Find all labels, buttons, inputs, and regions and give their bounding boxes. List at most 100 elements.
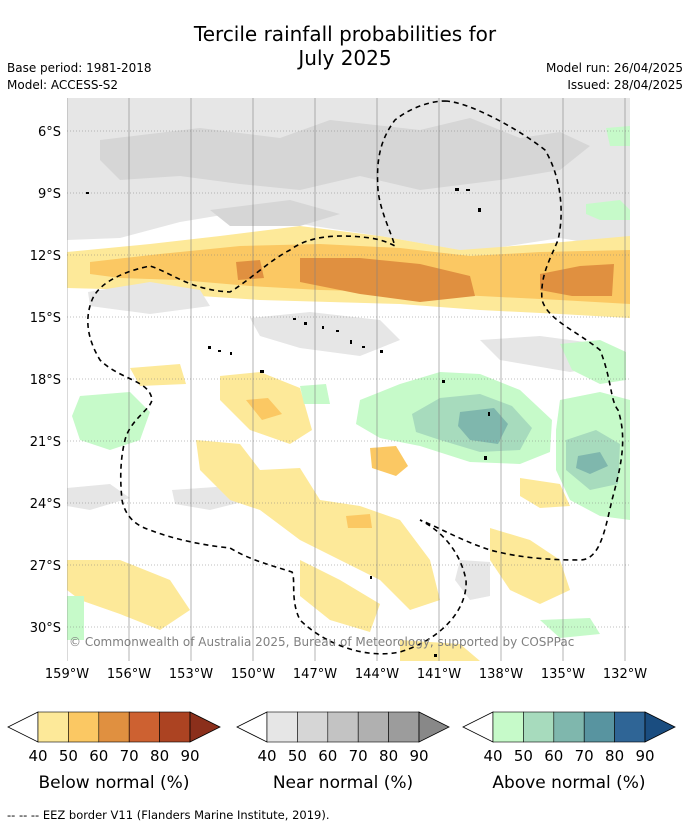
colorbar-tick-label: 90: [180, 747, 199, 765]
colorbar-tick-label: 70: [349, 747, 368, 765]
lat-label: 15°S: [30, 311, 61, 326]
colorbar-tick-label: 70: [120, 747, 139, 765]
below-normal-patch-8: [400, 640, 480, 661]
lon-label: 135°W: [541, 667, 585, 682]
near-normal-patch-mid: [250, 312, 400, 356]
near-normal-patch-south: [67, 484, 130, 510]
colorbar-tick-label: 50: [288, 747, 307, 765]
colorbar-segment: [388, 711, 420, 743]
colorbar-2: 40 50 60 70 80 90 Above normal (%): [462, 711, 676, 793]
colorbar-segment: [159, 711, 191, 743]
lon-label: 138°W: [479, 667, 523, 682]
lon-label: 144°W: [355, 667, 399, 682]
below-normal-patch-7: [300, 560, 380, 632]
colorbar-segment: [128, 711, 160, 743]
colorbar-segment: [357, 711, 389, 743]
lon-label: 159°W: [45, 667, 89, 682]
eez-border: [87, 100, 624, 655]
colorbar-tick-label: 80: [379, 747, 398, 765]
colorbar-segment: [492, 711, 524, 743]
below-normal-patch-6: [490, 528, 570, 604]
below-normal-band-core-west: [236, 260, 264, 280]
above-normal-region-mid-east: [560, 340, 626, 384]
below-normal-patch-5: [67, 560, 190, 630]
copyright-text: © Commonwealth of Australia 2025, Bureau…: [69, 635, 574, 649]
colorbar-tick-label: 60: [89, 747, 108, 765]
eez-footnote: -- -- -- EEZ border V11 (Flanders Marine…: [7, 808, 330, 822]
colorbar-segment: [523, 711, 555, 743]
colorbar-segment: [266, 711, 298, 743]
near-normal-patch-southeast: [455, 560, 490, 600]
lon-label: 141°W: [417, 667, 461, 682]
lat-label: 12°S: [30, 249, 61, 264]
colorbar-segment: [614, 711, 646, 743]
lat-label: 24°S: [30, 497, 61, 512]
colorbar-tick-label: 40: [257, 747, 276, 765]
colorbar-segment: [553, 711, 585, 743]
colorbar-tick-label: 60: [318, 747, 337, 765]
base-period: Base period: 1981-2018: [7, 61, 152, 75]
near-normal-region-north-inner: [100, 118, 590, 190]
lon-label: 132°W: [603, 667, 647, 682]
lat-label: 6°S: [38, 125, 61, 140]
lat-label: 27°S: [30, 559, 61, 574]
below-normal-patch-3-core: [370, 446, 408, 476]
near-normal-patch-west: [88, 282, 210, 314]
colorbar-segment: [583, 711, 615, 743]
colorbar-segment: [68, 711, 100, 743]
colorbar-tick-label: 50: [514, 747, 533, 765]
colorbar-tick-label: 40: [28, 747, 47, 765]
colorbar-tick-label: 90: [635, 747, 654, 765]
map-title: Tercile rainfall probabilities for July …: [0, 22, 690, 70]
colorbar-max-extend: [644, 711, 676, 743]
colorbar-tick-label: 80: [150, 747, 169, 765]
colorbar-0: 40 50 60 70 80 90 Below normal (%): [7, 711, 221, 793]
below-normal-patch-4: [520, 478, 570, 508]
colorbar-max-extend: [418, 711, 450, 743]
colorbar-min-extend: [7, 711, 39, 743]
colorbar-1: 40 50 60 70 80 90 Near normal (%): [236, 711, 450, 793]
colorbar-min-extend: [236, 711, 268, 743]
lat-label: 18°S: [30, 373, 61, 388]
below-normal-band-core: [300, 258, 475, 302]
colorbar-segment: [327, 711, 359, 743]
lat-label: 21°S: [30, 435, 61, 450]
above-normal-region-central-core: [458, 408, 508, 444]
lat-label: 30°S: [30, 621, 61, 636]
colorbar-min-extend: [462, 711, 494, 743]
colorbar-tick-label: 80: [605, 747, 624, 765]
below-normal-patch-1-core: [246, 398, 282, 420]
lon-label: 147°W: [293, 667, 337, 682]
below-normal-patch-2: [130, 364, 186, 386]
colorbar-segment: [98, 711, 130, 743]
issued-date: Issued: 28/04/2025: [567, 78, 683, 92]
above-normal-region-northeast: [606, 126, 630, 146]
near-normal-region-north-inner2: [210, 200, 340, 226]
above-normal-region-east-core: [576, 452, 608, 474]
title-line-1: Tercile rainfall probabilities for: [193, 22, 497, 46]
colorbar-tick-label: 60: [544, 747, 563, 765]
lon-label: 150°W: [231, 667, 275, 682]
colorbar-segment: [37, 711, 69, 743]
gridlines: [67, 130, 630, 628]
longitude-labels: 159°W 156°W 153°W 150°W 147°W 144°W 141°…: [45, 667, 647, 682]
model-name: Model: ACCESS-S2: [7, 78, 119, 92]
lon-label: 156°W: [107, 667, 151, 682]
above-normal-region-south-east: [540, 618, 600, 638]
islands: [86, 188, 490, 657]
lat-label: 9°S: [38, 187, 61, 202]
colorbar-tick-label: 70: [575, 747, 594, 765]
model-run: Model run: 26/04/2025: [545, 61, 683, 75]
below-normal-patch-3: [196, 440, 440, 610]
model-info: Base period: 1981-2018 Model: ACCESS-S2: [7, 60, 152, 94]
below-normal-patch-3-core2: [346, 514, 372, 528]
below-normal-band-core-east: [540, 264, 614, 296]
above-normal-region-south-west: [67, 596, 84, 640]
colorbar-max-extend: [189, 711, 221, 743]
colorbar-segment: [297, 711, 329, 743]
colorbar-tick-label: 40: [483, 747, 502, 765]
colorbar-label: Near normal (%): [273, 773, 413, 793]
meridians: [67, 98, 626, 661]
run-info: Model run: 26/04/2025 Issued: 28/04/2025: [546, 60, 683, 94]
